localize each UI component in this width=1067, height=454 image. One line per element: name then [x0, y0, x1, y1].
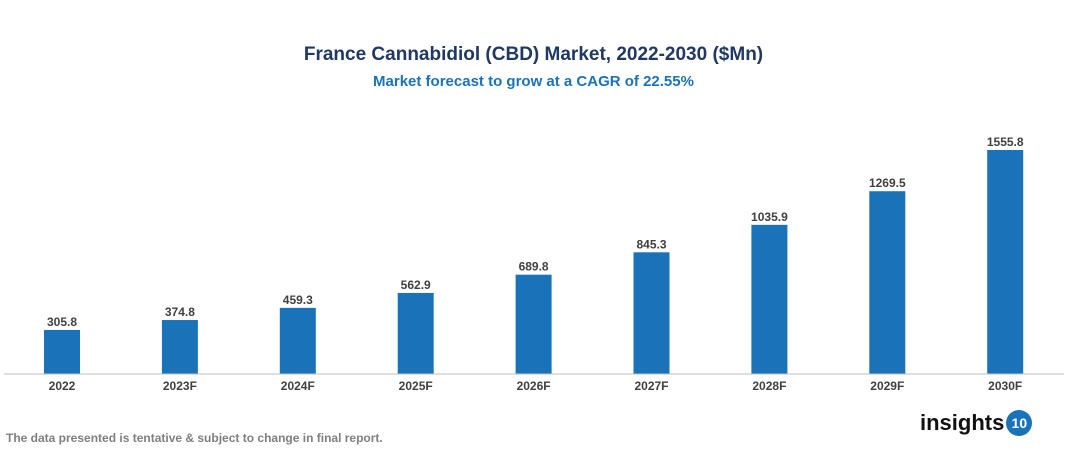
bar [987, 150, 1024, 374]
bar [869, 191, 906, 374]
data-label: 1269.5 [869, 176, 906, 190]
bar [44, 329, 80, 374]
x-tick-label: 2029F [870, 379, 904, 393]
x-tick-label: 2022 [49, 379, 76, 393]
data-label: 305.8 [47, 315, 77, 329]
bar [515, 274, 552, 374]
bar [397, 292, 434, 374]
disclaimer: The data presented is tentative & subjec… [6, 431, 383, 445]
bar [279, 307, 316, 374]
x-tick-label: 2028F [752, 379, 786, 393]
bar [751, 224, 788, 374]
insights10-logo: insights 10 [920, 410, 1033, 436]
logo-text: insights [920, 410, 1005, 435]
chart-title: France Cannabidiol (CBD) Market, 2022-20… [303, 44, 764, 65]
logo-badge: 10 [1006, 410, 1033, 436]
data-label: 459.3 [283, 293, 313, 307]
x-tick-label: 2024F [281, 379, 315, 393]
x-tick-label: 2023F [163, 379, 197, 393]
x-tick-label: 2027F [634, 379, 668, 393]
data-label: 1555.8 [987, 135, 1024, 149]
x-tick-label: 2025F [399, 379, 433, 393]
bar [633, 252, 670, 374]
chart-subtitle: Market forecast to grow at a CAGR of 22.… [373, 73, 694, 90]
data-label: 374.8 [165, 305, 195, 319]
x-tick-label: 2026F [517, 379, 551, 393]
x-tick-label: 2030F [988, 379, 1022, 393]
data-label: 562.9 [401, 278, 431, 292]
bar [161, 320, 198, 374]
data-label: 1035.9 [751, 210, 788, 224]
data-label: 689.8 [519, 260, 549, 274]
data-label: 845.3 [636, 237, 666, 251]
